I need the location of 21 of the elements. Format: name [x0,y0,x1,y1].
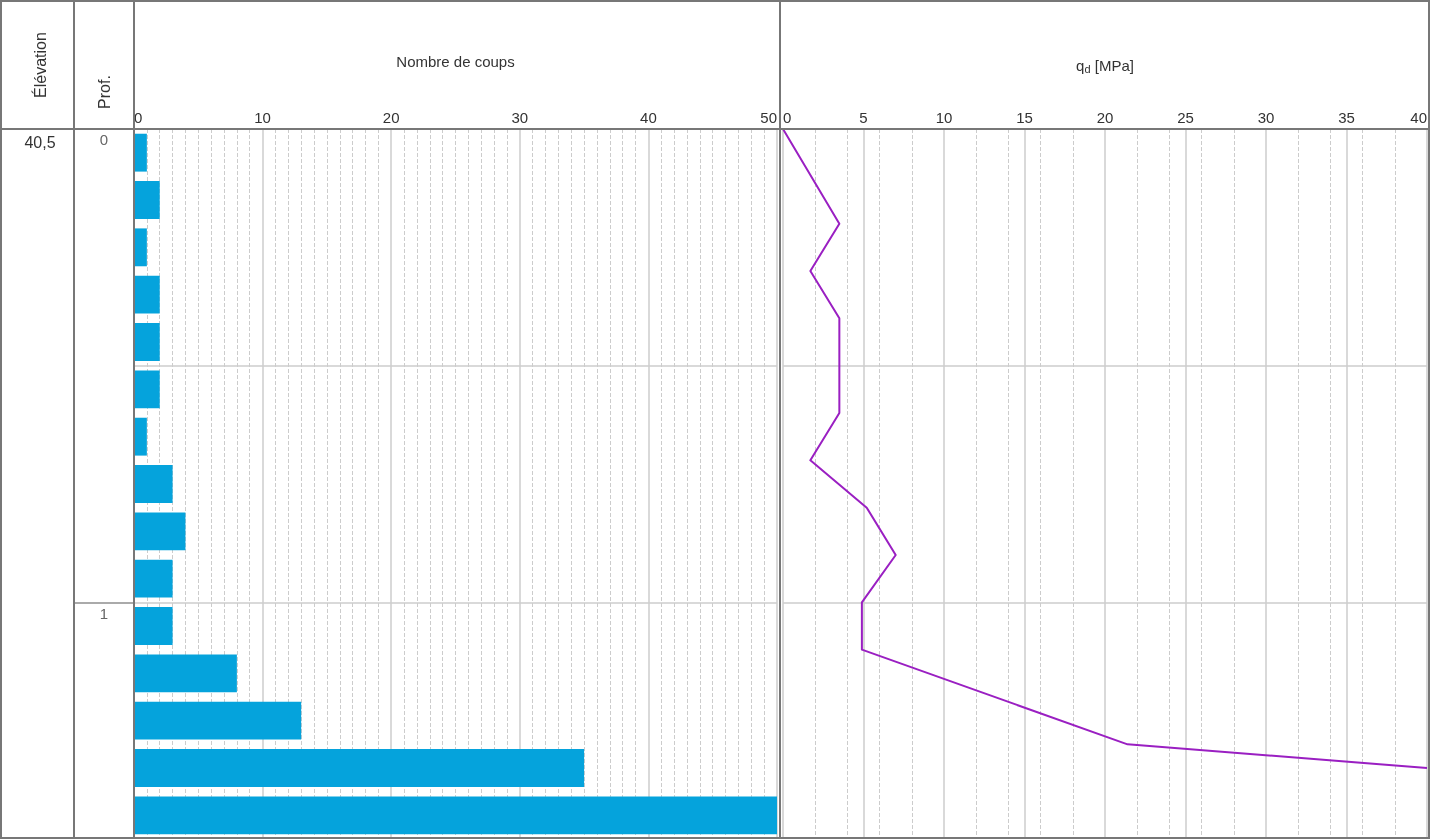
x-tick-label: 20 [1096,109,1114,126]
text: Élévation [30,32,49,98]
x-tick-label: 40 [640,109,657,126]
x-tick-label: 40 [1410,109,1427,126]
x-tick-label: 30 [1257,109,1275,126]
x-tick-label: 10 [254,109,271,126]
x-tick-label: 5 [859,109,868,126]
x-tick-label: 35 [1338,109,1355,126]
x-tick-label: 0 [783,109,792,126]
x-tick-label: 30 [511,109,529,126]
x-tick-label: 10 [935,109,953,126]
y-axis-title: Prof. [95,75,113,109]
x-tick-label: 50 [760,109,777,126]
x-tick-label: 0 [134,109,143,126]
text: 40,5 [24,133,56,151]
x-tick-label: 15 [1016,109,1033,126]
x-axis-title: Nombre de coups [396,53,515,70]
x-tick-label: 25 [1177,109,1194,126]
x-tick-label: 20 [382,109,400,126]
y-tick-label: 1 [99,604,109,622]
x-axis-title: qd [MPa] [1076,57,1134,75]
